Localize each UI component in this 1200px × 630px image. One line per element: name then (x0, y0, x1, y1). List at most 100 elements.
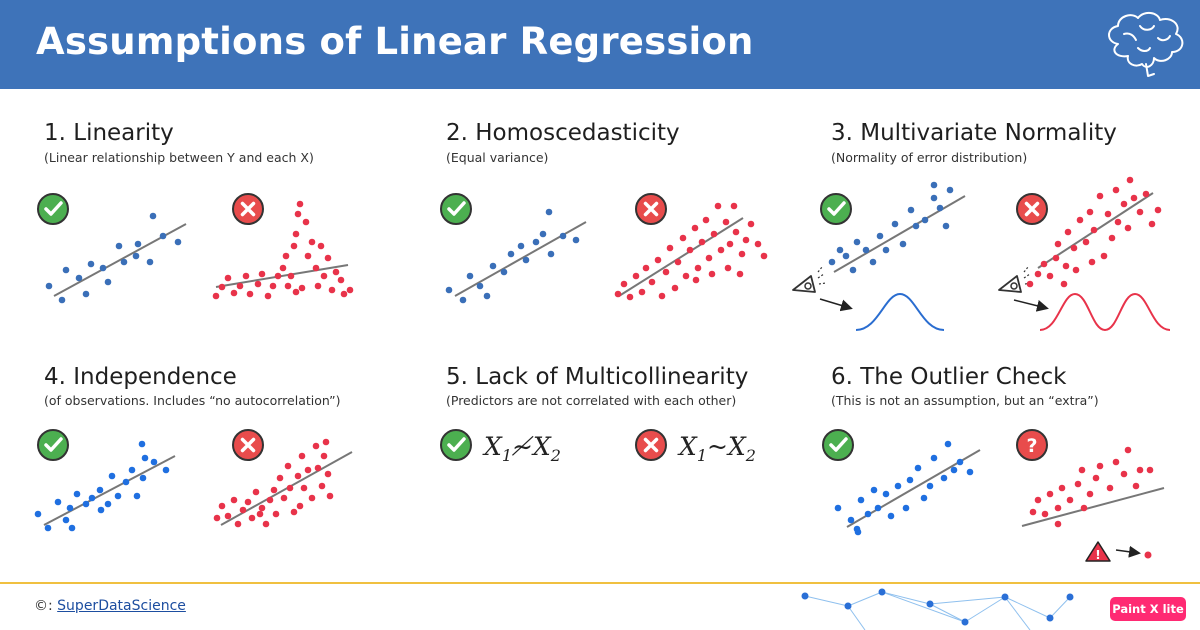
scatter-point (1092, 474, 1100, 482)
scatter-point (279, 264, 287, 272)
scatter-point (899, 240, 907, 248)
scatter-point (34, 510, 42, 518)
scatter-point (1112, 186, 1120, 194)
scatter-point (547, 250, 555, 258)
scatter-point (1142, 190, 1150, 198)
formula-not-correlated: X1≁X2 (484, 432, 561, 465)
scatter-point (1064, 228, 1072, 236)
scatter-point (1052, 254, 1060, 262)
check-icon (821, 428, 855, 462)
scatter-point (312, 442, 320, 450)
scatter-point (96, 486, 104, 494)
scatter-point (692, 276, 700, 284)
scatter-point (246, 290, 254, 298)
scatter-point (1080, 504, 1088, 512)
scatter-point (648, 278, 656, 286)
scatter-homoscedasticity-good (445, 208, 580, 304)
scatter-point (857, 496, 865, 504)
scatter-point (337, 276, 345, 284)
scatter-point (290, 508, 298, 516)
scatter-point (340, 290, 348, 298)
scatter-point (853, 238, 861, 246)
superdatascience-link[interactable]: SuperDataScience (57, 598, 186, 614)
scatter-point (620, 280, 628, 288)
scatter-point (54, 498, 62, 506)
scatter-point (294, 472, 302, 480)
scatter-point (1090, 226, 1098, 234)
scatter-point (45, 282, 53, 290)
scatter-point (626, 293, 634, 301)
scatter-point (705, 254, 713, 262)
scatter-point (869, 258, 877, 266)
scatter-point (1070, 244, 1078, 252)
scatter-point (1086, 208, 1094, 216)
section-subtitle-linearity: (Linear relationship between Y and each … (44, 150, 314, 165)
scatter-point (862, 246, 870, 254)
scatter-point (1082, 238, 1090, 246)
scatter-point (62, 516, 70, 524)
scatter-point (724, 264, 732, 272)
section-title-outlier: 6. The Outlier Check (831, 364, 1067, 390)
scatter-point (132, 252, 140, 260)
scatter-point (912, 222, 920, 230)
scatter-point (742, 236, 750, 244)
scatter-point (308, 238, 316, 246)
scatter-point (674, 258, 682, 266)
scatter-point (730, 202, 738, 210)
scatter-point (73, 490, 81, 498)
scatter-point (894, 482, 902, 490)
scatter-point (162, 466, 170, 474)
eye-icon (792, 266, 827, 293)
scatter-point (292, 288, 300, 296)
scatter-point (213, 514, 221, 522)
scatter-point (717, 246, 725, 254)
scatter-point (224, 274, 232, 282)
scatter-point (658, 292, 666, 300)
scatter-point (747, 220, 755, 228)
scatter-point (559, 232, 567, 240)
scatter-point (294, 210, 302, 218)
scatter-point (254, 280, 262, 288)
scatter-point (312, 264, 320, 272)
scatter-point (459, 296, 467, 304)
scatter-point (141, 454, 149, 462)
scatter-point (532, 238, 540, 246)
scatter-point (252, 488, 260, 496)
scatter-point (236, 282, 244, 290)
scatter-point (854, 528, 862, 536)
scatter-point (218, 502, 226, 510)
scatter-point (304, 252, 312, 260)
scatter-point (1108, 234, 1116, 242)
scatter-point (517, 242, 525, 250)
scatter-point (139, 474, 147, 482)
scatter-point (286, 484, 294, 492)
scatter-point (1126, 176, 1134, 184)
scatter-point (1046, 490, 1054, 498)
scatter-point (287, 272, 295, 280)
scatter-point (318, 482, 326, 490)
scatter-point (133, 492, 141, 500)
scatter-point (632, 272, 640, 280)
scatter-point (522, 256, 530, 264)
scatter-point (115, 242, 123, 250)
scatter-point (346, 286, 354, 294)
scatter-normality-good (828, 181, 954, 274)
section-title-linearity: 1. Linearity (44, 120, 174, 146)
scatter-point (230, 496, 238, 504)
scatter-point (1104, 210, 1112, 218)
check-icon (819, 192, 853, 226)
scatter-point (887, 512, 895, 520)
scatter-point (930, 181, 938, 189)
scatter-point (258, 504, 266, 512)
scatter-point (304, 466, 312, 474)
footer-divider (0, 582, 1200, 584)
scatter-point (308, 494, 316, 502)
scatter-point (159, 232, 167, 240)
scatter-point (870, 486, 878, 494)
scatter-point (324, 470, 332, 478)
scatter-point (224, 512, 232, 520)
scatter-point (950, 466, 958, 474)
scatter-point (114, 492, 122, 500)
scatter-point (284, 282, 292, 290)
